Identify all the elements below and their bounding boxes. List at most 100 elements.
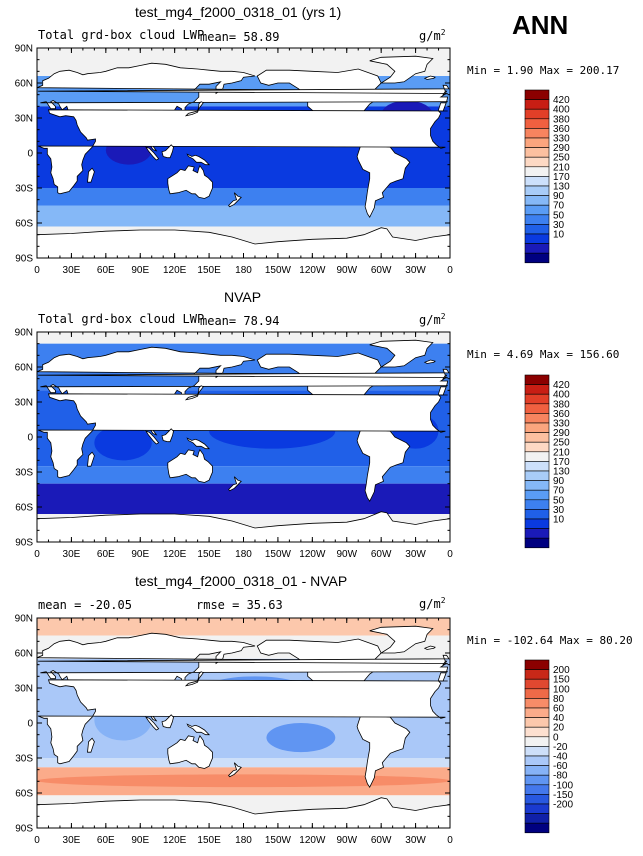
continent-antarctica: [37, 511, 450, 542]
colorbar-label: 100: [553, 684, 570, 695]
colorbar-label: -40: [553, 752, 568, 763]
continent-uk: [38, 368, 450, 380]
colorbar-label: 290: [553, 143, 570, 154]
panel-2-variable: Total grd-box cloud LWP: [38, 312, 205, 326]
lon-label: 30W: [405, 549, 426, 560]
colorbar-swatch: [524, 393, 550, 405]
panel-3-rmse: rmse = 35.63: [196, 598, 283, 612]
lon-label: 90E: [131, 835, 149, 846]
lon-label: 120E: [163, 835, 187, 846]
lon-label: 120W: [299, 549, 326, 560]
colorbar-label: 360: [553, 409, 570, 420]
continent-borneo: [161, 714, 174, 729]
continent-new-zealand: [228, 762, 242, 778]
colorbar-label: 90: [553, 191, 565, 202]
colorbar-label: 150: [553, 675, 570, 686]
panel-1-minmax: Min = 1.90 Max = 200.17: [467, 64, 620, 77]
lat-label: 60N: [15, 79, 33, 90]
colorbar-swatch: [524, 746, 550, 757]
shade-band: [37, 205, 450, 227]
continent-australia: [581, 450, 626, 483]
colorbar-swatch: [524, 822, 550, 834]
lon-label: 90W: [336, 265, 357, 276]
colorbar-swatch: [524, 717, 550, 728]
colorbar-swatch: [524, 185, 550, 196]
continent-madagascar: [87, 737, 95, 753]
colorbar-swatch: [524, 89, 550, 100]
colorbar-label: 400: [553, 390, 570, 401]
continent-iceland: [423, 645, 436, 650]
lon-label: 60W: [371, 265, 392, 276]
continent-eurasia: [0, 63, 35, 151]
colorbar-swatch: [524, 726, 550, 738]
lon-label: 0: [447, 265, 453, 276]
continent-sumatra: [145, 430, 160, 445]
colorbar-swatch: [524, 698, 550, 709]
colorbar-label: -20: [553, 742, 568, 753]
colorbar-swatch: [524, 669, 550, 680]
lon-label: 0: [34, 835, 40, 846]
shade-band: [37, 332, 450, 344]
colorbar-label: 50: [553, 210, 565, 221]
lon-label: 180: [235, 835, 252, 846]
lat-label: 60S: [15, 219, 33, 230]
continent-uk: [38, 654, 450, 666]
colorbar-label: 250: [553, 438, 570, 449]
colorbar-swatch: [524, 509, 550, 520]
lat-label: 90S: [15, 824, 33, 835]
continent-greenland: [369, 55, 434, 84]
panel-1-title: test_mg4_f2000_0318_01 (yrs 1): [135, 4, 342, 20]
continent-borneo: [575, 145, 587, 158]
lon-label: 0: [447, 835, 453, 846]
continent-antarctica: [37, 227, 450, 258]
lon-label: 0: [447, 549, 453, 560]
colorbar-label: 380: [553, 114, 570, 125]
shade-band: [37, 466, 450, 484]
lon-label: 30W: [405, 265, 426, 276]
continent-australia: [167, 449, 213, 483]
colorbar-swatch: [524, 204, 550, 216]
colorbar-swatch: [524, 489, 550, 501]
shade-band: [37, 483, 450, 514]
colorbar-3: 200150100806040200-20-40-60-80-100-150-2…: [524, 659, 573, 834]
colorbar-label: 40: [553, 713, 565, 724]
colorbar-label: 60: [553, 704, 565, 715]
colorbar-label: 330: [553, 419, 570, 430]
shade-patch: [94, 425, 152, 461]
colorbar-label: -100: [553, 780, 573, 791]
lat-label: 0: [27, 719, 33, 730]
colorbar-swatch: [524, 784, 550, 795]
colorbar-swatch: [524, 403, 550, 414]
colorbar-label: 170: [553, 457, 570, 468]
continent-sumatra: [145, 716, 160, 731]
colorbar-label: 420: [553, 95, 570, 106]
continent-greenland: [369, 339, 434, 368]
panel-3-minmax: Min = -102.64 Max = 80.20: [467, 634, 633, 647]
colorbar-swatch: [524, 480, 550, 491]
continent-new-guinea: [600, 724, 622, 735]
colorbar-swatch: [524, 176, 550, 187]
continent-madagascar: [501, 452, 508, 466]
continent-new-zealand: [228, 192, 242, 208]
lon-label: 60E: [97, 835, 115, 846]
continent-japan: [599, 672, 616, 686]
colorbar-swatch: [524, 755, 550, 766]
continent-eurasia: [0, 633, 35, 721]
shade-patch: [37, 774, 450, 788]
colorbar-swatch: [524, 794, 550, 805]
lon-label: 60E: [97, 549, 115, 560]
continent-iceland: [423, 75, 436, 80]
colorbar-swatch: [524, 499, 550, 510]
colorbar-label: 200: [553, 665, 570, 676]
colorbar-label: 10: [553, 515, 565, 526]
panel-1-units: g/m2: [419, 28, 446, 43]
lon-label: 90W: [336, 549, 357, 560]
lon-label: 150E: [197, 835, 221, 846]
colorbar-swatch: [524, 166, 550, 177]
colorbar-label: 50: [553, 495, 565, 506]
colorbar-swatch: [524, 461, 550, 472]
colorbar-swatch: [524, 441, 550, 453]
lon-label: 180: [235, 549, 252, 560]
